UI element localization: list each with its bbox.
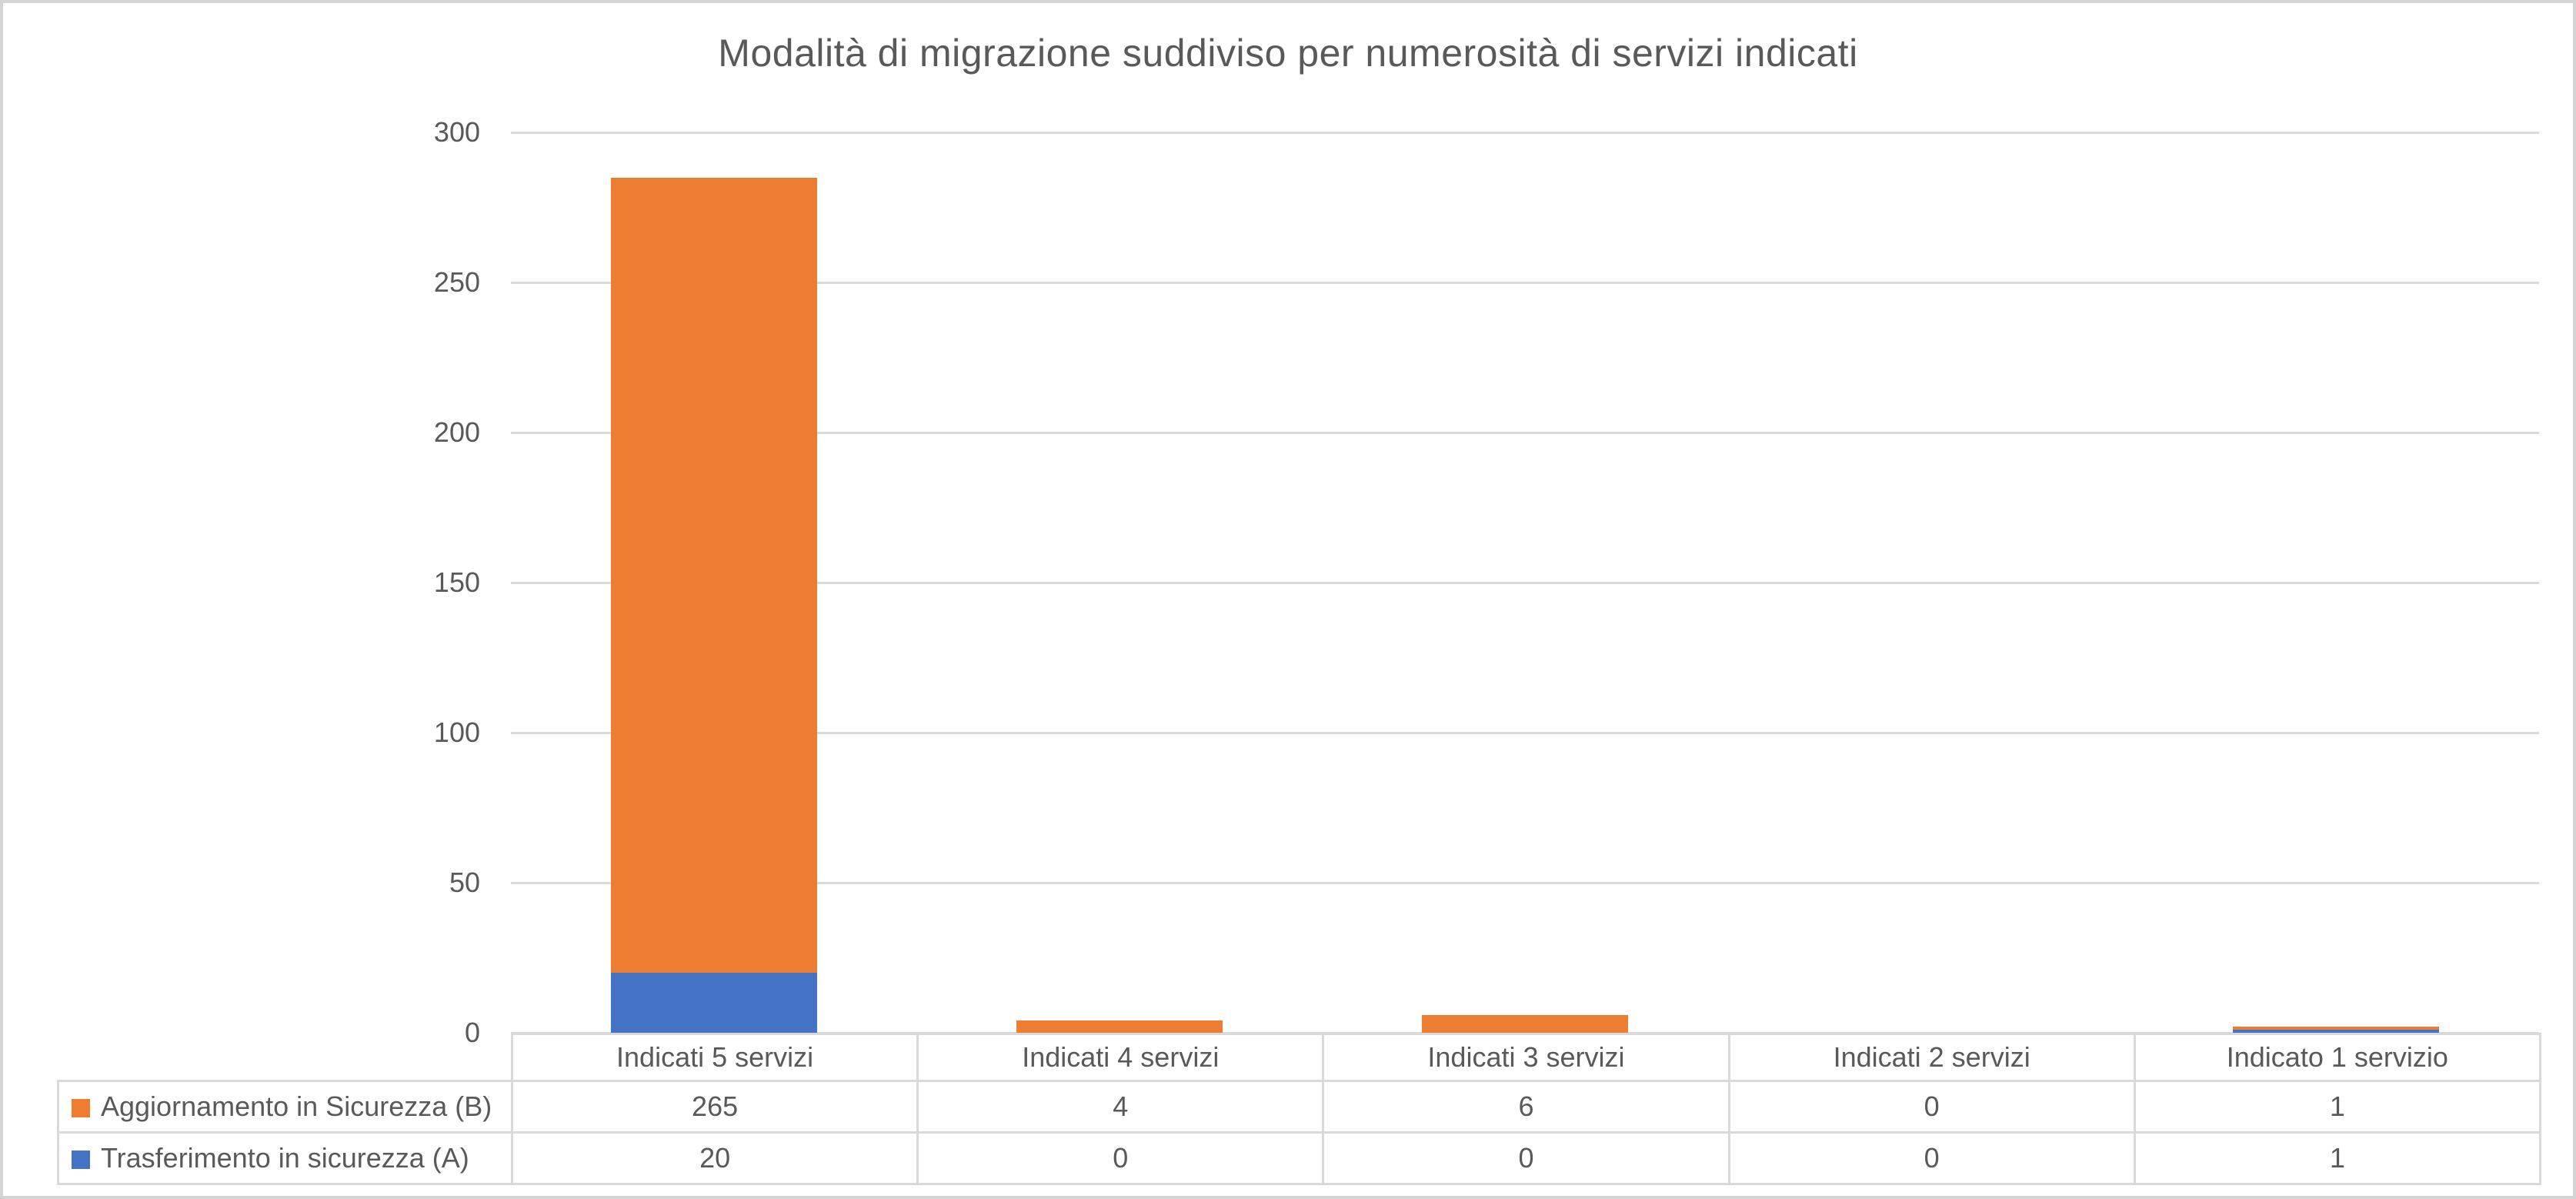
table-value-cell: 1 — [2133, 1131, 2541, 1185]
gridline — [511, 282, 2539, 284]
gridline — [511, 882, 2539, 884]
plot-area: 0 50 100 150 200 250 300 — [3, 3, 2573, 1196]
bar-segment — [610, 177, 817, 973]
y-axis-tick-label: 150 — [433, 566, 480, 598]
gridline — [511, 1032, 2539, 1034]
table-value-cell: 20 — [510, 1131, 919, 1185]
table-value-cell: 0 — [916, 1131, 1325, 1185]
legend-color-swatch-icon — [72, 1099, 90, 1117]
bar-segment — [2233, 1027, 2440, 1030]
y-axis-tick-label: 250 — [433, 266, 480, 298]
legend-cell: Trasferimento in sicurezza (A) — [57, 1131, 513, 1185]
bar-segment — [1016, 1020, 1223, 1033]
legend-cell: Aggiornamento in Sicurezza (B) — [57, 1080, 513, 1134]
gridline — [511, 132, 2539, 134]
table-value-cell: 6 — [1322, 1080, 1730, 1134]
y-axis-tick-label: 0 — [464, 1017, 480, 1048]
legend-color-swatch-icon — [72, 1151, 90, 1169]
table-category-header: Indicati 5 servizi — [510, 1033, 919, 1082]
table-value-cell: 0 — [1322, 1131, 1730, 1185]
bar-segment — [2233, 1030, 2440, 1033]
gridline — [511, 432, 2539, 434]
table-value-cell: 4 — [916, 1080, 1325, 1134]
chart-title: Modalità di migrazione suddiviso per num… — [718, 32, 1858, 75]
gridline — [511, 582, 2539, 584]
y-axis-tick-label: 200 — [433, 416, 480, 448]
table-series-row: Trasferimento in sicurezza (A) 20 0 0 0 1 — [57, 1131, 2541, 1185]
table-category-header: Indicati 3 servizi — [1322, 1033, 1730, 1082]
table-value-cell: 265 — [510, 1080, 919, 1134]
table-series-row: Aggiornamento in Sicurezza (B) 265 4 6 0 1 — [57, 1080, 2541, 1134]
table-category-header: Indicati 2 servizi — [1727, 1033, 2136, 1082]
y-axis-tick-label: 100 — [433, 716, 480, 748]
y-axis-tick-label: 300 — [433, 116, 480, 148]
table-value-cell: 0 — [1727, 1080, 2136, 1134]
table-corner-cell — [58, 1034, 512, 1081]
gridline — [511, 732, 2539, 734]
table-category-header: Indicato 1 servizio — [2133, 1033, 2541, 1082]
data-table: Indicati 5 servizi Indicati 4 servizi Indi… — [57, 1033, 2541, 1185]
table-category-header: Indicati 4 servizi — [916, 1033, 1325, 1082]
legend-series-name: Aggiornamento in Sicurezza (B) — [101, 1090, 492, 1122]
table-value-cell: 1 — [2133, 1080, 2541, 1134]
legend-series-name: Trasferimento in sicurezza (A) — [101, 1142, 469, 1174]
bar-segment — [610, 973, 817, 1033]
y-axis-tick-label: 50 — [449, 867, 480, 898]
bar-segment — [1422, 1014, 1628, 1033]
table-value-cell: 0 — [1727, 1131, 2136, 1185]
